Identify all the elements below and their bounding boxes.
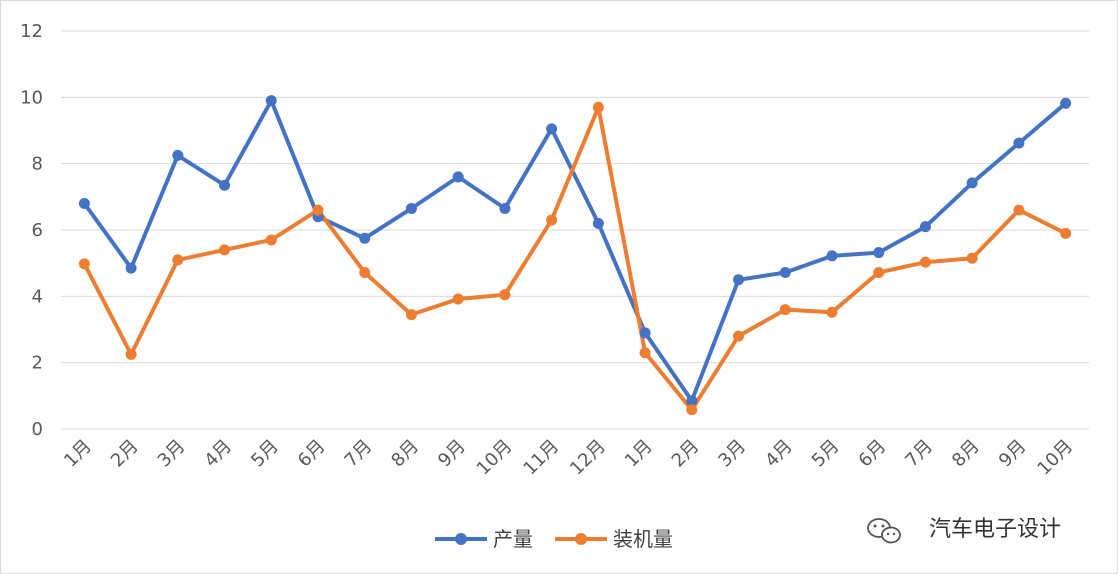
- data-point-series-1: [966, 252, 978, 264]
- data-point-series-1: [733, 330, 745, 342]
- data-point-series-0: [546, 123, 558, 135]
- x-tick-label: 9月: [995, 436, 1031, 472]
- data-point-series-1: [452, 293, 464, 305]
- x-tick-label: 7月: [341, 436, 377, 472]
- legend-label-1: 装机量: [613, 527, 673, 551]
- legend-marker-0: [455, 533, 467, 545]
- x-tick-label: 2月: [668, 436, 704, 472]
- gridlines: [61, 30, 1089, 430]
- x-tick-label: 5月: [808, 436, 844, 472]
- watermark: 汽车电子设计: [867, 517, 1061, 544]
- data-point-series-1: [172, 254, 184, 266]
- x-tick-label: 6月: [294, 436, 330, 472]
- data-point-series-1: [125, 348, 137, 360]
- y-tick-label: 4: [32, 286, 43, 307]
- x-tick-label: 10月: [473, 436, 517, 480]
- x-tick-label: 6月: [855, 436, 891, 472]
- watermark-text: 汽车电子设计: [929, 517, 1061, 542]
- data-point-series-1: [265, 234, 277, 246]
- data-point-series-0: [265, 95, 277, 107]
- data-point-series-0: [499, 202, 511, 214]
- data-point-series-0: [1060, 97, 1072, 109]
- data-point-series-1: [1060, 227, 1072, 239]
- data-point-series-0: [219, 179, 231, 191]
- x-axis-ticks: 1月 2月 3月 4月 5月 6月 7月 8月 9月 10月 11月 12月 1月 2月 3月 4月 5月 6月 7…: [60, 436, 1077, 480]
- x-tick-label: 1月: [60, 436, 96, 472]
- data-point-series-0: [592, 217, 604, 229]
- data-point-series-0: [779, 266, 791, 278]
- x-tick-label: 8月: [387, 436, 423, 472]
- data-point-series-0: [966, 177, 978, 189]
- data-point-series-0: [359, 232, 371, 244]
- x-tick-label: 11月: [519, 436, 563, 480]
- data-point-series-0: [405, 202, 417, 214]
- data-point-series-1: [919, 256, 931, 268]
- y-tick-label: 12: [20, 21, 43, 42]
- data-point-series-1: [359, 266, 371, 278]
- data-point-series-1: [639, 347, 651, 359]
- y-tick-label: 10: [20, 87, 43, 108]
- data-point-series-1: [826, 306, 838, 318]
- data-point-series-1: [312, 204, 324, 216]
- data-point-series-0: [733, 274, 745, 286]
- y-tick-label: 2: [32, 353, 43, 374]
- data-point-series-1: [499, 289, 511, 301]
- series-points: [78, 95, 1072, 416]
- data-point-series-0: [1013, 137, 1025, 149]
- data-point-series-0: [686, 395, 698, 407]
- legend-marker-1: [575, 533, 587, 545]
- series-line-0: [82, 98, 1068, 403]
- x-tick-label: 4月: [761, 436, 797, 472]
- data-point-series-1: [405, 309, 417, 321]
- data-point-series-1: [219, 244, 231, 256]
- data-point-series-1: [1013, 204, 1025, 216]
- data-point-series-0: [639, 327, 651, 339]
- x-tick-label: 2月: [107, 436, 143, 472]
- data-point-series-1: [592, 101, 604, 113]
- x-tick-label: 10月: [1033, 436, 1077, 480]
- legend-label-0: 产量: [493, 527, 533, 551]
- data-point-series-1: [873, 266, 885, 278]
- data-point-series-0: [125, 262, 137, 274]
- y-tick-label: 6: [32, 220, 43, 241]
- x-tick-label: 1月: [621, 436, 657, 472]
- legend: 产量 装机量: [435, 527, 673, 551]
- x-tick-label: 5月: [247, 436, 283, 472]
- x-tick-label: 3月: [154, 436, 190, 472]
- x-tick-label: 3月: [714, 436, 750, 472]
- y-tick-label: 8: [32, 154, 43, 175]
- series-lines: [82, 98, 1068, 412]
- x-tick-label: 4月: [200, 436, 236, 472]
- x-tick-label: 9月: [434, 436, 470, 472]
- series-line-1: [82, 105, 1068, 412]
- data-point-series-1: [78, 258, 90, 270]
- data-point-series-0: [78, 197, 90, 209]
- data-point-series-1: [779, 304, 791, 316]
- y-axis-ticks: 0 2 4 6 8 10 12: [20, 21, 43, 440]
- data-point-series-0: [452, 171, 464, 183]
- x-tick-label: 12月: [566, 436, 610, 480]
- data-point-series-0: [919, 221, 931, 233]
- data-point-series-1: [686, 404, 698, 416]
- data-point-series-0: [172, 149, 184, 161]
- data-point-series-0: [873, 247, 885, 259]
- data-point-series-1: [546, 214, 558, 226]
- x-tick-label: 8月: [948, 436, 984, 472]
- wechat-icon: [867, 518, 901, 544]
- data-point-series-0: [826, 250, 838, 262]
- y-tick-label: 0: [32, 419, 43, 440]
- x-tick-label: 7月: [901, 436, 937, 472]
